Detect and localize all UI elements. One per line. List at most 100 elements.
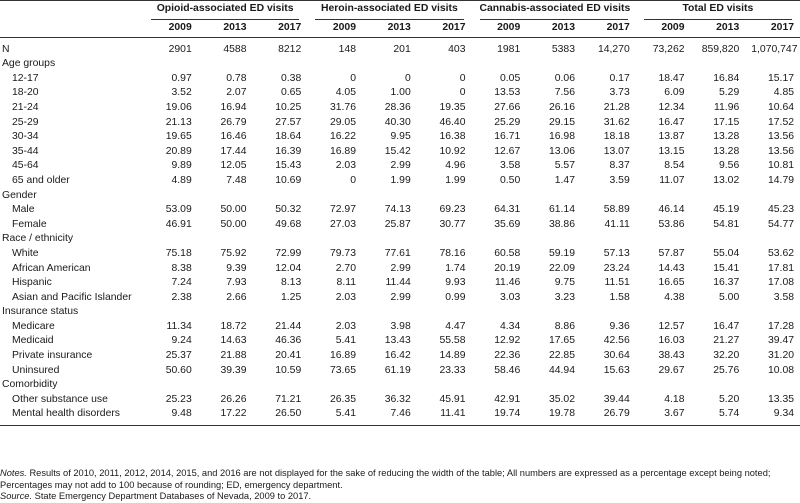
table-cell: 4.34 bbox=[500, 320, 521, 332]
table-cell: 30.77 bbox=[439, 218, 466, 230]
table-cell: 16.84 bbox=[713, 72, 740, 84]
table-cell: 4.89 bbox=[171, 174, 192, 186]
table-cell bbox=[581, 305, 636, 320]
table-cell: 19.06 bbox=[165, 101, 192, 113]
table-cell bbox=[143, 378, 198, 393]
table-cell: 39.44 bbox=[603, 393, 630, 405]
table-cell: 17.28 bbox=[768, 320, 795, 332]
table-cell: 859,820 bbox=[701, 43, 740, 55]
table-cell: 50.00 bbox=[220, 204, 247, 216]
row-label: 65 and older bbox=[12, 174, 70, 186]
table-cell: 15.43 bbox=[275, 160, 302, 172]
table-cell bbox=[472, 305, 527, 320]
table-cell bbox=[526, 232, 581, 247]
year-header: 2013 bbox=[197, 19, 253, 38]
table-cell: 10.59 bbox=[275, 364, 302, 376]
table-cell bbox=[581, 232, 636, 247]
table-cell: 12.57 bbox=[658, 320, 685, 332]
row-label: Private insurance bbox=[12, 350, 93, 362]
table-cell: 16.47 bbox=[713, 320, 740, 332]
table-cell: 4.18 bbox=[664, 393, 685, 405]
table-cell: 17.22 bbox=[197, 407, 253, 427]
table-cell: 2.99 bbox=[390, 160, 411, 172]
source-label: Source. bbox=[0, 491, 33, 502]
row-label: Medicare bbox=[12, 320, 55, 332]
table-cell: 46.14 bbox=[658, 204, 685, 216]
table-cell: 45.23 bbox=[768, 204, 795, 216]
table-cell bbox=[417, 305, 472, 320]
table-cell: 7.93 bbox=[226, 277, 247, 289]
table-cell: 45.91 bbox=[439, 393, 466, 405]
table-cell bbox=[581, 189, 636, 204]
table-cell: 21.44 bbox=[275, 320, 302, 332]
table-cell: 31.20 bbox=[768, 350, 795, 362]
table-cell: 46.91 bbox=[165, 218, 192, 230]
table-cell bbox=[143, 57, 198, 72]
table-cell: 25.87 bbox=[384, 218, 411, 230]
table-cell: 13.53 bbox=[494, 87, 521, 99]
table-cell: 12.34 bbox=[658, 101, 685, 113]
table-cell: 14.89 bbox=[439, 350, 466, 362]
table-cell: 16.22 bbox=[329, 131, 356, 143]
table-cell bbox=[198, 305, 253, 320]
table-cell: 29.05 bbox=[329, 116, 356, 128]
table-cell: 19.35 bbox=[439, 101, 466, 113]
table-cell: 148 bbox=[338, 43, 356, 55]
table-cell: 20.41 bbox=[275, 350, 302, 362]
table-cell bbox=[362, 189, 417, 204]
table-cell bbox=[198, 378, 253, 393]
group-header-opioid: Opioid-associated ED visits bbox=[143, 1, 307, 20]
source-text: State Emergency Department Databases of … bbox=[32, 491, 312, 502]
table-cell: 26.26 bbox=[220, 393, 247, 405]
table-cell: 16.89 bbox=[329, 145, 356, 157]
row-label: White bbox=[12, 247, 39, 259]
table-cell bbox=[362, 57, 417, 72]
table-cell bbox=[472, 57, 527, 72]
table-cell: 13.28 bbox=[713, 145, 740, 157]
table-cell: 36.32 bbox=[384, 393, 411, 405]
table-cell bbox=[581, 57, 636, 72]
table-cell bbox=[636, 189, 691, 204]
table-cell bbox=[307, 305, 362, 320]
table-cell bbox=[253, 232, 308, 247]
table-cell: 2.03 bbox=[335, 160, 356, 172]
table-cell: 0 bbox=[404, 72, 411, 84]
row-label: Hispanic bbox=[12, 277, 52, 289]
table-cell: 3.98 bbox=[390, 320, 411, 332]
table-cell: 50.00 bbox=[220, 218, 247, 230]
table-cell: 14,270 bbox=[597, 43, 630, 55]
row-label: African American bbox=[12, 262, 91, 274]
table-cell: 0.97 bbox=[171, 72, 192, 84]
table-cell: 5.29 bbox=[719, 87, 740, 99]
year-header: 2013 bbox=[362, 19, 417, 38]
table-cell: 9.48 bbox=[143, 407, 198, 427]
table-cell: 3.73 bbox=[609, 87, 630, 99]
row-label: N bbox=[2, 43, 10, 55]
table-cell: 49.68 bbox=[275, 218, 302, 230]
table-cell: 3.03 bbox=[500, 291, 521, 303]
table-cell: 4.47 bbox=[445, 320, 466, 332]
table-cell: 2901 bbox=[168, 43, 192, 55]
table-cell: 13.07 bbox=[603, 145, 630, 157]
table-cell: 11.34 bbox=[166, 320, 192, 332]
table-cell: 0 bbox=[350, 72, 356, 84]
table-cell: 10.08 bbox=[768, 364, 795, 376]
table-cell: 7.46 bbox=[362, 407, 417, 427]
table-cell: 21.28 bbox=[603, 101, 630, 113]
table-cell: 19.65 bbox=[165, 131, 192, 143]
table-cell: 0 bbox=[459, 87, 466, 99]
year-header: 2009 bbox=[143, 19, 198, 38]
row-label: 35-44 bbox=[12, 145, 39, 157]
table-row: Comorbidity bbox=[0, 378, 800, 393]
table-cell: 73.65 bbox=[329, 364, 356, 376]
notes-text: Results of 2010, 2011, 2012, 2014, 2015,… bbox=[0, 468, 771, 490]
table-cell: 41.11 bbox=[604, 218, 630, 230]
table-cell: 13.87 bbox=[658, 131, 685, 143]
table-cell: 9.24 bbox=[171, 335, 192, 347]
table-row: Male 53.09 50.00 50.32 72.97 74.13 69.23 64.31 6… bbox=[0, 203, 800, 218]
table-cell bbox=[253, 57, 308, 72]
year-header: 2017 bbox=[252, 19, 308, 38]
table-cell: 20.19 bbox=[494, 262, 521, 274]
table-cell bbox=[691, 378, 746, 393]
table-cell bbox=[307, 378, 362, 393]
